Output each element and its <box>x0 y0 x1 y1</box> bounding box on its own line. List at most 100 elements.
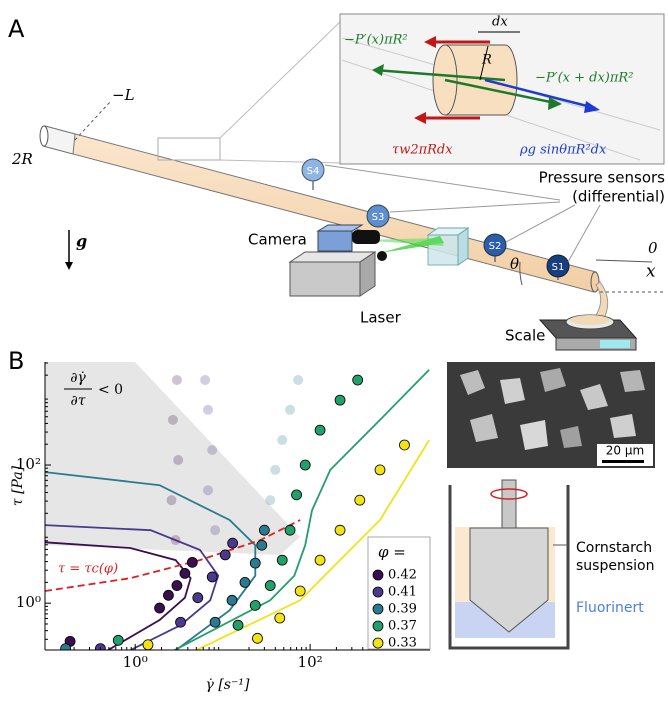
unstable-region <box>45 362 300 555</box>
data-point <box>291 489 302 501</box>
unstable-point <box>200 375 211 386</box>
gravity-label: g <box>76 232 87 251</box>
y-axis-label: τ [Pa] <box>10 465 26 506</box>
panel-label: A <box>8 15 25 43</box>
y-tick-label: 10⁰ <box>16 593 41 611</box>
legend-marker <box>372 637 384 649</box>
legend-label: 0.41 <box>388 585 417 600</box>
x-tick-label: 10⁰ <box>123 653 148 671</box>
legend-marker <box>372 569 384 581</box>
scale-bar-label: 20 μm <box>606 444 644 458</box>
data-point <box>171 580 183 591</box>
inset <box>339 13 665 165</box>
unstable-point <box>166 495 177 506</box>
data-point <box>206 571 218 583</box>
data-point <box>219 549 231 561</box>
data-point <box>352 374 364 386</box>
region-label: ∂γ̇ <box>70 370 86 386</box>
data-point <box>142 639 154 650</box>
unstable-point <box>210 525 221 536</box>
data-point <box>163 589 174 601</box>
data-point <box>226 594 238 606</box>
origin-label: 0 <box>648 239 658 257</box>
data-point <box>112 634 124 646</box>
force-label: −P′(x + dx)πR² <box>535 71 633 86</box>
diameter-label: 2R <box>11 150 33 168</box>
rheometer <box>448 479 570 650</box>
data-point <box>252 632 263 644</box>
y-tick-label: 10² <box>16 455 41 473</box>
data-point <box>294 585 306 597</box>
unstable-point <box>293 375 304 386</box>
data-point <box>95 643 106 650</box>
scale-label: Scale <box>505 327 545 345</box>
data-point <box>314 554 326 566</box>
unstable-point <box>170 535 181 546</box>
unstable-point <box>207 444 218 455</box>
data-point <box>249 557 261 569</box>
model-curve <box>172 369 430 650</box>
sensor-label: S4 <box>307 166 320 177</box>
chart: 10⁰ 10² 10⁰ 10² γ̇ [s⁻¹] τ [Pa] ∂γ̇ ∂τ < 0 τ = τc… <box>10 362 431 693</box>
model-curve <box>194 439 430 650</box>
legend-label: 0.42 <box>388 568 417 583</box>
unstable-point <box>203 485 214 496</box>
data-point <box>209 616 221 628</box>
suspension-label: Cornstarch <box>576 540 652 556</box>
data-point <box>239 576 251 588</box>
data-point <box>314 424 326 436</box>
dx-label: dx <box>492 15 508 30</box>
sensor-label: S2 <box>489 241 502 252</box>
critical-label: τ = τc(φ) <box>58 562 118 577</box>
data-point <box>60 643 72 650</box>
region-label: < 0 <box>98 382 123 398</box>
gravity-arrowhead <box>65 262 73 270</box>
fluorinert-label: Fluorinert <box>576 600 644 616</box>
data-point <box>154 602 165 614</box>
camera-label: Camera <box>248 231 307 249</box>
data-point <box>227 537 239 549</box>
data-point <box>354 494 366 506</box>
legend-marker <box>372 620 384 632</box>
x-axis-label: x <box>646 262 656 282</box>
data-point <box>249 599 261 611</box>
angle-label: θ <box>510 255 519 273</box>
legend-marker <box>372 586 384 598</box>
data-point <box>399 439 410 451</box>
model-curve <box>45 471 257 650</box>
legend-label: 0.37 <box>388 619 417 634</box>
data-point <box>179 567 191 579</box>
force-label: τw2πRdx <box>392 143 453 158</box>
model-curve <box>45 541 192 650</box>
unstable-point <box>270 464 281 475</box>
data-point <box>334 524 346 536</box>
data-point <box>299 459 311 471</box>
suspension-label: suspension <box>576 558 654 574</box>
scale <box>538 314 638 351</box>
sensors-title: (differential) <box>572 188 665 206</box>
legend-label: 0.33 <box>388 636 417 651</box>
sensor-label: S1 <box>552 262 565 273</box>
sensors <box>301 158 601 280</box>
x-axis-label: γ̇ [s⁻¹] <box>206 677 250 693</box>
unstable-point <box>285 404 296 415</box>
unstable-point <box>171 375 182 386</box>
unstable-point <box>277 435 288 446</box>
legend-marker <box>372 603 384 615</box>
x-tick-label: 10² <box>298 653 323 671</box>
data-point <box>186 556 198 568</box>
unstable-point <box>265 495 276 506</box>
data-point <box>175 616 186 628</box>
data-point <box>374 464 386 476</box>
data-point <box>192 592 204 604</box>
unstable-point <box>203 404 214 415</box>
data-point <box>258 524 270 536</box>
data-point <box>232 619 244 631</box>
critical-curve <box>45 519 301 592</box>
region-label: ∂τ <box>71 393 86 409</box>
data-point <box>276 554 288 566</box>
legend-label: 0.39 <box>388 602 417 617</box>
force-label: ρg sinθπR²dx <box>519 143 607 158</box>
data-point <box>256 539 268 551</box>
